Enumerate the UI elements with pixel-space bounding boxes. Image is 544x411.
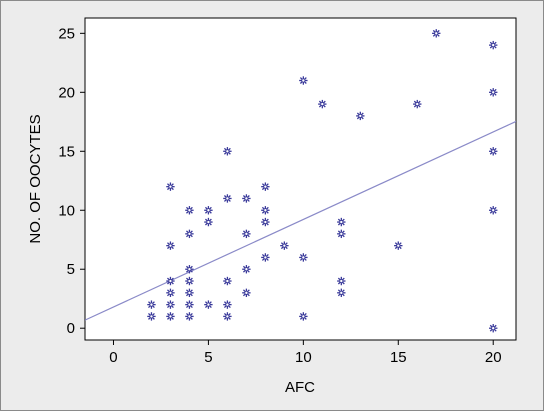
data-point	[147, 312, 156, 321]
x-tick-label: 5	[204, 349, 212, 366]
data-point	[166, 241, 175, 250]
x-tick-label: 0	[109, 349, 117, 366]
data-point	[261, 206, 270, 215]
data-point	[261, 217, 270, 227]
data-point	[185, 229, 194, 239]
data-point	[147, 300, 156, 309]
data-point	[166, 288, 175, 298]
data-point	[185, 288, 194, 298]
data-point	[299, 76, 308, 85]
y-tick-label: 0	[67, 320, 75, 337]
data-point	[356, 111, 365, 121]
y-tick-label: 5	[67, 261, 75, 278]
x-tick-label: 20	[485, 349, 502, 366]
data-point	[185, 300, 194, 309]
data-point	[432, 29, 441, 38]
data-point	[242, 194, 251, 203]
data-point	[242, 265, 251, 274]
data-marks	[85, 29, 516, 333]
x-tick-label: 15	[390, 349, 407, 366]
data-point	[223, 194, 232, 203]
axis-ticks: 0 5 10 15 20 0 5 10 15 20 25	[58, 25, 501, 366]
plot-area	[84, 17, 517, 341]
data-point	[185, 265, 194, 274]
data-point	[166, 312, 175, 321]
data-point	[489, 40, 498, 50]
data-point	[223, 300, 232, 309]
x-axis-title: AFC	[285, 379, 315, 396]
data-point	[489, 147, 498, 156]
data-point	[223, 312, 232, 321]
data-point	[261, 253, 270, 262]
data-point	[337, 288, 346, 298]
data-point	[204, 206, 213, 215]
data-point	[185, 312, 194, 321]
data-point	[185, 276, 194, 286]
data-point	[166, 182, 175, 191]
data-point	[204, 300, 213, 309]
data-point	[204, 217, 213, 227]
data-point	[166, 276, 175, 286]
data-point	[489, 88, 498, 97]
data-point	[489, 324, 498, 333]
data-point	[489, 206, 498, 215]
data-point	[394, 241, 403, 250]
fit-line	[85, 120, 516, 321]
data-point	[299, 253, 308, 262]
data-point	[299, 312, 308, 321]
y-tick-label: 20	[58, 84, 75, 101]
data-point	[337, 229, 346, 239]
data-point	[280, 241, 289, 250]
data-point	[185, 206, 194, 215]
data-point	[413, 99, 422, 109]
data-point	[337, 276, 346, 286]
data-point	[242, 229, 251, 239]
y-axis-title: NO. OF OOCYTES	[27, 114, 44, 243]
y-tick-label: 15	[58, 143, 75, 160]
data-point	[242, 288, 251, 298]
y-tick-label: 25	[58, 25, 75, 42]
data-point	[166, 300, 175, 309]
y-tick-label: 10	[58, 202, 75, 219]
x-tick-label: 10	[295, 349, 312, 366]
data-point	[223, 276, 232, 286]
data-point	[337, 217, 346, 227]
data-point	[261, 182, 270, 191]
data-point	[318, 99, 327, 109]
data-point	[223, 147, 232, 156]
